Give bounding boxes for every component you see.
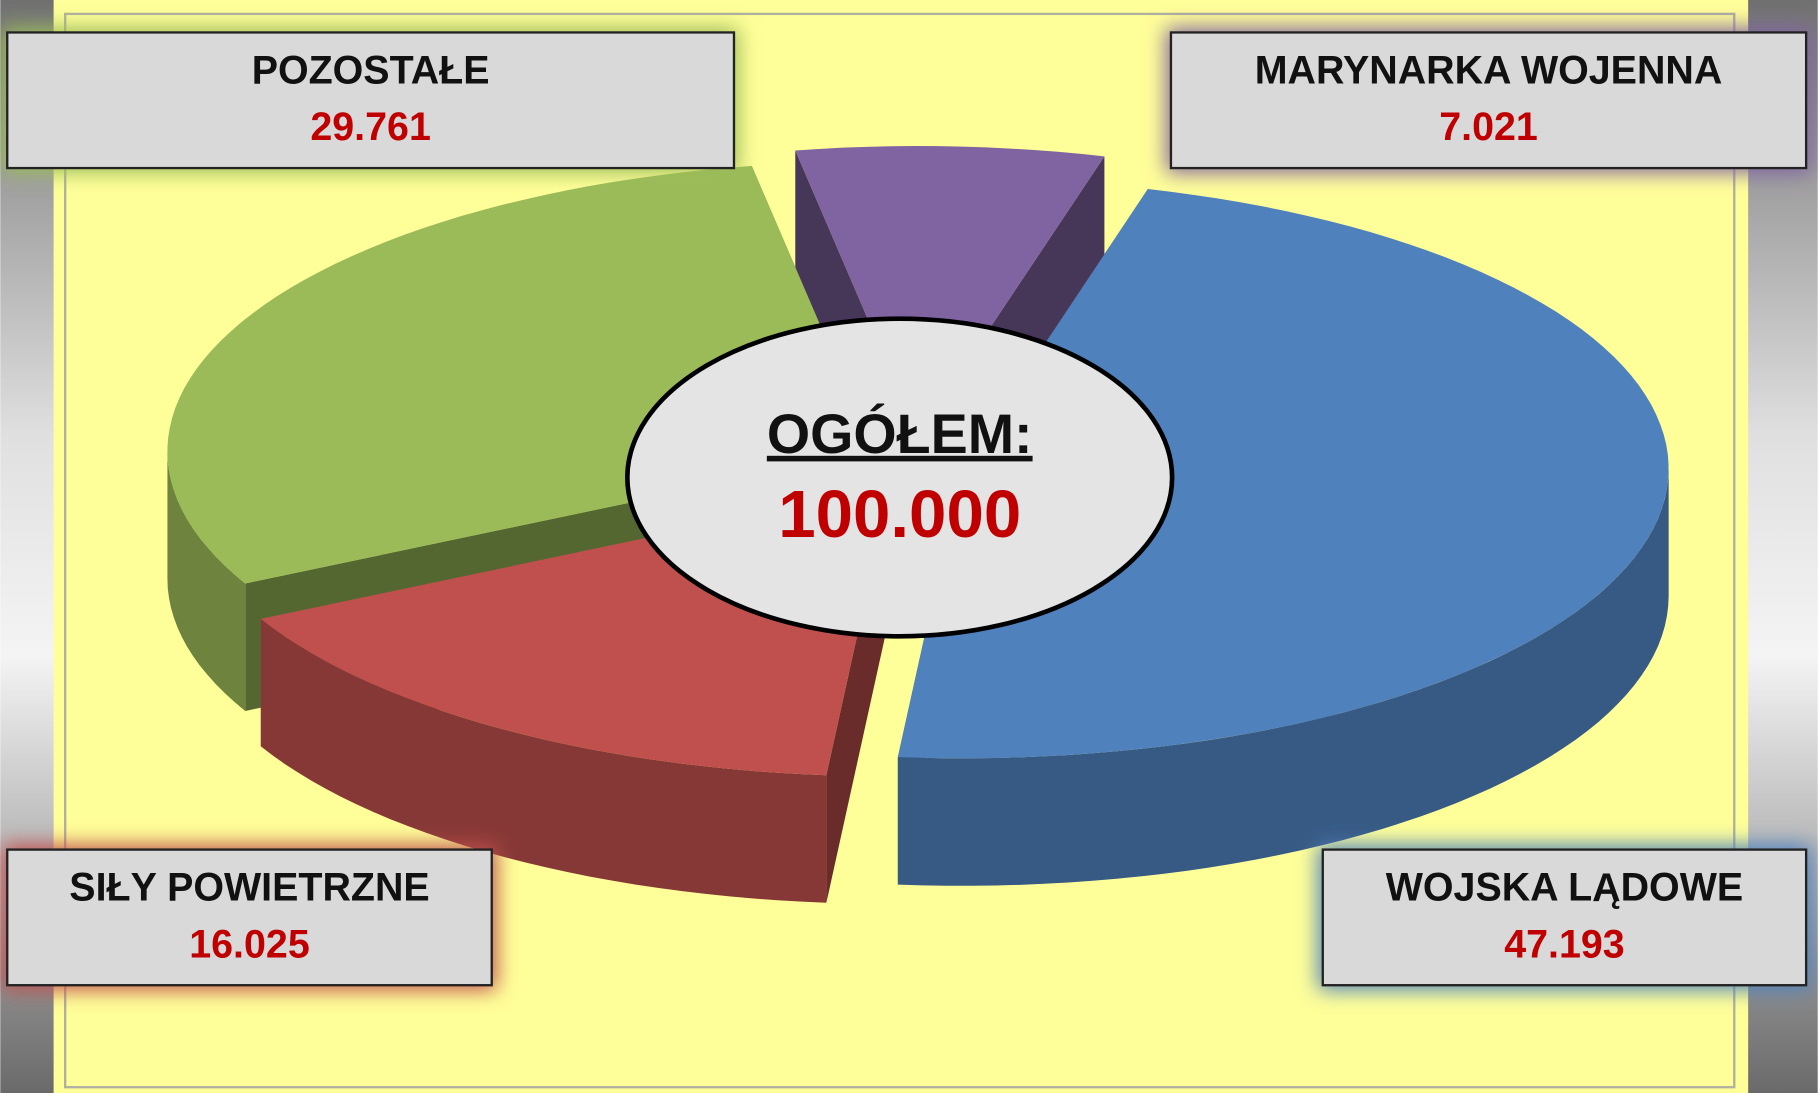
value-label: 16.025 (189, 922, 309, 966)
category-label: SIŁY POWIETRZNE (69, 866, 429, 910)
value-label: 29.761 (310, 105, 430, 149)
total-value: 100.000 (778, 477, 1021, 552)
value-label: 47.193 (1504, 922, 1624, 966)
category-label: WOJSKA LĄDOWE (1386, 866, 1743, 910)
chart: OGÓŁEM: 100.000 MARYNARKA WOJENNA 7.021 WO… (0, 0, 1818, 1093)
value-label: 7.021 (1439, 105, 1538, 149)
page: OGÓŁEM: 100.000 MARYNARKA WOJENNA 7.021 WO… (0, 0, 1818, 1093)
category-label: POZOSTAŁE (252, 48, 490, 92)
category-label: MARYNARKA WOJENNA (1255, 48, 1723, 92)
total-title: OGÓŁEM: (767, 403, 1033, 465)
total-badge: OGÓŁEM: 100.000 (627, 319, 1172, 637)
